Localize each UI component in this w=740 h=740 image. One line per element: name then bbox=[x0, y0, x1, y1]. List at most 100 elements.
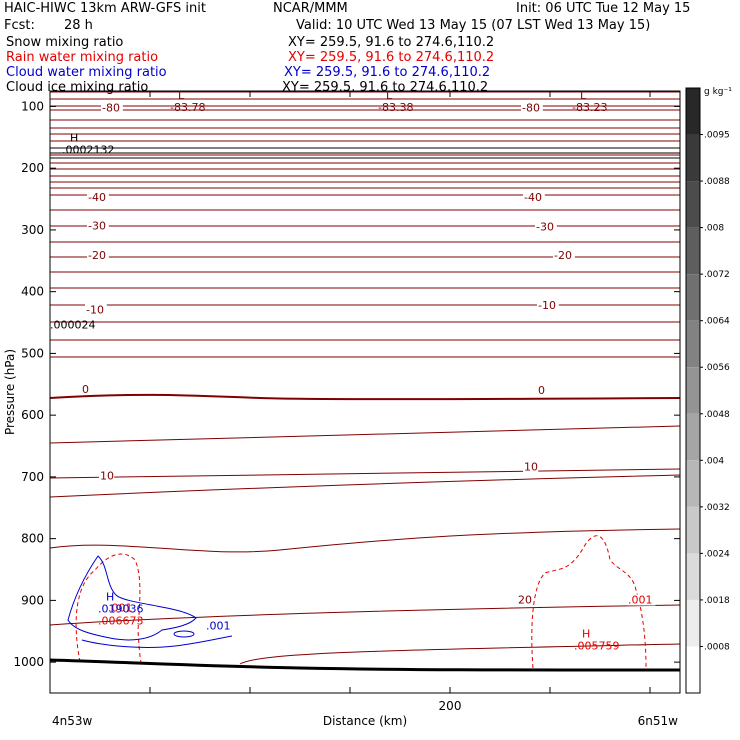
y-tick-label: 300 bbox=[21, 223, 44, 237]
isotherm-label: 10 bbox=[100, 469, 114, 482]
label-background bbox=[537, 299, 559, 311]
plot-frame bbox=[49, 90, 681, 694]
terrain-line bbox=[49, 658, 681, 672]
isotherm-label: -40 bbox=[524, 191, 542, 204]
field-name-cloud-water: Cloud water mixing ratio bbox=[6, 65, 167, 80]
label-background bbox=[107, 602, 136, 614]
label-background bbox=[205, 620, 234, 632]
isotherm-label: -20 bbox=[88, 249, 106, 262]
valid-time: Valid: 10 UTC Wed 13 May 15 (07 LST Wed … bbox=[296, 18, 651, 33]
colorbar-label: .0072 bbox=[704, 270, 730, 280]
x-left-endpoint-label: 4n53w bbox=[52, 714, 93, 728]
y-tick-label: 1000 bbox=[13, 655, 44, 669]
colorbar-swatch bbox=[686, 553, 700, 600]
label-background bbox=[523, 461, 539, 473]
forecast-label: Fcst: bbox=[4, 18, 35, 33]
colorbar-label: .0032 bbox=[704, 503, 730, 513]
high-marker: H bbox=[106, 590, 114, 603]
colorbar-swatch bbox=[686, 274, 700, 321]
freezing-level-line bbox=[49, 393, 681, 401]
label-background bbox=[85, 304, 107, 316]
extremum-value-label: .005759 bbox=[574, 639, 620, 652]
colorbar-label: .0088 bbox=[704, 177, 730, 187]
isotherm-line bbox=[239, 643, 681, 665]
high-marker: H bbox=[582, 627, 590, 640]
label-background bbox=[101, 102, 123, 114]
extremum-value-label: -83.78 bbox=[170, 101, 205, 114]
rain-contour-label: .001 bbox=[628, 593, 653, 606]
colorbar-label: .0008 bbox=[704, 642, 730, 652]
isotherm-label: -30 bbox=[536, 221, 554, 234]
label-background bbox=[627, 594, 656, 606]
colorbar-swatch bbox=[686, 413, 700, 461]
y-tick-label: 100 bbox=[21, 99, 44, 113]
y-tick-label: 500 bbox=[21, 346, 44, 360]
cloud-water-contour bbox=[173, 630, 195, 638]
isotherm-line bbox=[49, 468, 681, 479]
extremum-value-label: .006673 bbox=[98, 615, 144, 628]
isotherm-label: -20 bbox=[554, 249, 572, 262]
colorbar-frame bbox=[685, 87, 701, 694]
y-tick-label: 200 bbox=[21, 161, 44, 175]
colorbar-swatch bbox=[686, 227, 700, 275]
field-xy-rain: XY= 259.5, 91.6 to 274.6,110.2 bbox=[288, 50, 495, 65]
label-background bbox=[87, 249, 109, 261]
isotherm-label: -30 bbox=[88, 219, 106, 232]
y-axis-label: Pressure (hPa) bbox=[3, 349, 17, 435]
low-marker: L bbox=[178, 89, 185, 102]
org-label: NCAR/MMM bbox=[273, 1, 348, 16]
y-tick-label: 800 bbox=[21, 532, 44, 546]
extremum-value-label: -83.23 bbox=[572, 101, 607, 114]
isotherm-label: -10 bbox=[538, 299, 556, 312]
colorbar-label: .008 bbox=[704, 224, 724, 234]
isotherm-label: -80 bbox=[102, 101, 120, 114]
label-background bbox=[99, 470, 115, 482]
extremum-value-label: .0002132 bbox=[62, 144, 115, 157]
low-marker: L bbox=[580, 89, 587, 102]
colorbar-label: .0048 bbox=[704, 410, 730, 420]
colorbar-label: .0018 bbox=[704, 596, 730, 606]
isotherm-line bbox=[49, 604, 681, 626]
colorbar-swatch bbox=[686, 88, 700, 135]
isotherm-label: -40 bbox=[88, 191, 106, 204]
x-right-endpoint-label: 6n51w bbox=[638, 714, 679, 728]
label-background bbox=[87, 220, 109, 232]
isotherm-label: 0 bbox=[82, 383, 89, 396]
colorbar-swatch bbox=[686, 646, 700, 693]
rain-contour-label: .001 bbox=[108, 601, 133, 614]
colorbar-swatch bbox=[686, 181, 700, 228]
label-background bbox=[517, 594, 533, 606]
x-tick-label: 200 bbox=[439, 699, 462, 713]
extremum-value-label: -83.38 bbox=[378, 101, 413, 114]
y-tick-label: 700 bbox=[21, 470, 44, 484]
cloud-water-contour bbox=[81, 635, 233, 648]
colorbar-swatch bbox=[686, 506, 700, 554]
isotherm-line bbox=[49, 425, 681, 444]
y-tick-label: 900 bbox=[21, 593, 44, 607]
colorbar-swatch bbox=[686, 367, 700, 414]
isotherm-label: 0 bbox=[538, 384, 545, 397]
rain-contour bbox=[75, 553, 142, 663]
colorbar-label: .0024 bbox=[704, 549, 730, 559]
model-title: HAIC-HIWC 13km ARW-GFS init bbox=[4, 1, 206, 16]
isotherm-label: -10 bbox=[86, 303, 104, 316]
label-background bbox=[537, 385, 546, 397]
colorbar-label: .0095 bbox=[704, 131, 730, 141]
colorbar-swatch bbox=[686, 320, 700, 368]
isotherm-label: -80 bbox=[522, 101, 540, 114]
label-background bbox=[81, 383, 90, 395]
low-marker: L bbox=[386, 89, 393, 102]
isotherm-label: 20 bbox=[518, 593, 532, 606]
label-background bbox=[521, 102, 543, 114]
label-background bbox=[553, 249, 575, 261]
isotherm-line bbox=[49, 528, 681, 553]
isotherm-line bbox=[49, 474, 681, 498]
label-background bbox=[523, 191, 545, 203]
forecast-hours: 28 h bbox=[64, 18, 93, 33]
colorbar-swatch bbox=[686, 134, 700, 182]
colorbar-label: .0064 bbox=[704, 317, 730, 327]
cloud-water-contour-label: .001 bbox=[206, 619, 231, 632]
field-name-rain: Rain water mixing ratio bbox=[6, 50, 159, 65]
colorbar-swatch bbox=[686, 460, 700, 507]
